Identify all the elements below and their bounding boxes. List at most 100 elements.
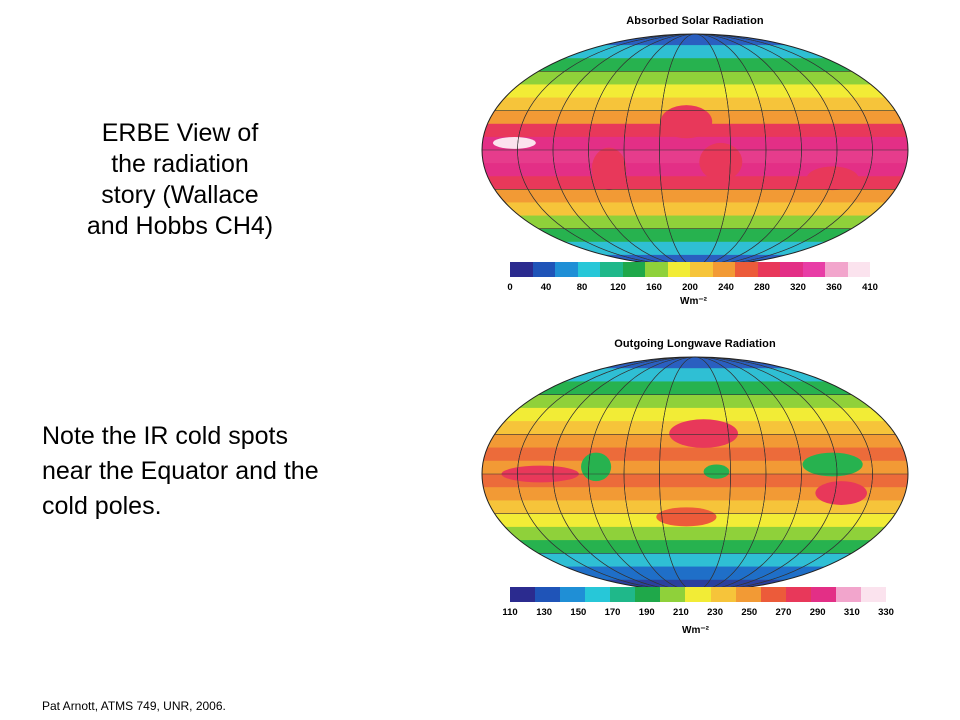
colorbar-swatch xyxy=(510,587,536,602)
latitude-band xyxy=(482,84,908,99)
colorbar-tick-label: 130 xyxy=(536,607,553,618)
latitude-band xyxy=(482,176,908,191)
graticule-meridian xyxy=(623,357,767,591)
colorbar-tick-label: 240 xyxy=(718,282,734,293)
region-patch xyxy=(802,452,863,477)
slide-title: ERBE View of the radiation story (Wallac… xyxy=(30,118,330,242)
colorbar-swatch xyxy=(735,262,758,277)
map-title: Absorbed Solar Radiation xyxy=(626,15,764,27)
colorbar-tick-label: 0 xyxy=(507,282,513,293)
absorbed-solar-map xyxy=(480,32,910,268)
region-patch xyxy=(581,452,612,482)
colorbar-tick-label: 250 xyxy=(741,607,758,618)
graticule-meridian xyxy=(659,357,731,591)
colorbar-swatch xyxy=(780,262,803,277)
colorbar-swatch xyxy=(785,587,811,602)
latitude-band xyxy=(482,500,908,515)
latitude-band xyxy=(482,136,908,151)
colorbar-tick-label: 210 xyxy=(672,607,689,618)
colorbar-tick-label: 270 xyxy=(775,607,792,618)
latitude-band xyxy=(482,163,908,178)
colorbar xyxy=(510,587,886,602)
colorbar-tick-label: 230 xyxy=(707,607,724,618)
colorbar-swatch xyxy=(810,587,836,602)
region-patch xyxy=(591,147,627,191)
colorbar-tick-label: 360 xyxy=(826,282,842,293)
unit-label: Wm⁻² xyxy=(682,625,709,636)
colorbar-swatch xyxy=(585,587,611,602)
latitude-band xyxy=(482,202,908,217)
title-line: the radiation xyxy=(111,150,249,178)
unit-label: Wm⁻² xyxy=(680,296,707,307)
colorbar-tick-label: 170 xyxy=(604,607,621,618)
colorbar-swatch xyxy=(710,587,736,602)
colorbar-swatch xyxy=(760,587,786,602)
colorbar-swatch xyxy=(622,262,645,277)
colorbar-tick-label: 200 xyxy=(682,282,698,293)
region-patch xyxy=(699,142,743,181)
region-patch xyxy=(815,481,867,505)
latitude-band xyxy=(482,553,908,568)
colorbar-tick-label: 330 xyxy=(878,607,894,618)
colorbar-tick-label: 110 xyxy=(502,607,518,618)
latitude-band xyxy=(482,215,908,230)
graticule-meridian xyxy=(517,34,873,266)
latitude-band xyxy=(482,58,908,73)
colorbar-swatch xyxy=(685,587,711,602)
latitude-band xyxy=(482,487,908,502)
latitude-band xyxy=(482,71,908,86)
colorbar-swatch xyxy=(847,262,870,277)
colorbar-swatch xyxy=(635,587,661,602)
colorbar-swatch xyxy=(690,262,713,277)
region-patch xyxy=(656,507,717,527)
outgoing-longwave-panel: Outgoing Longwave Radiation 110 130 150 170… xyxy=(470,335,920,645)
colorbar-swatch xyxy=(860,587,886,602)
region-patch xyxy=(492,137,536,149)
colorbar-tick-label: 120 xyxy=(610,282,626,293)
colorbar-tick-label: 150 xyxy=(570,607,587,618)
latitude-band xyxy=(482,381,908,396)
region-patch xyxy=(669,419,738,448)
region-patch xyxy=(660,105,713,139)
colorbar-swatch xyxy=(802,262,825,277)
colorbar-tick-label: 290 xyxy=(809,607,826,618)
colorbar-swatch xyxy=(577,262,600,277)
latitude-band xyxy=(482,189,908,204)
graticule-meridian xyxy=(588,34,802,266)
latitude-band xyxy=(482,368,908,383)
colorbar-tick-label: 310 xyxy=(843,607,860,618)
colorbar-tick-label: 320 xyxy=(790,282,806,293)
title-line: ERBE View of xyxy=(101,119,259,147)
colorbar-swatch xyxy=(555,262,578,277)
colorbar-tick-label: 190 xyxy=(638,607,655,618)
colorbar-tick-label: 80 xyxy=(576,282,588,293)
latitude-band xyxy=(482,540,908,555)
outgoing-longwave-map xyxy=(480,355,910,593)
latitude-band xyxy=(482,228,908,243)
colorbar-swatch xyxy=(600,262,623,277)
colorbar-swatch xyxy=(757,262,780,277)
colorbar-tick-label: 410 xyxy=(862,282,878,293)
credit-footer: Pat Arnott, ATMS 749, UNR, 2006. xyxy=(42,699,226,713)
note-text: Note the IR cold spots near the Equator … xyxy=(42,419,422,524)
graticule-meridian xyxy=(588,357,802,591)
note-line: Note the IR cold spots xyxy=(42,422,288,450)
colorbar-swatch xyxy=(560,587,586,602)
title-line: and Hobbs CH4) xyxy=(86,212,274,240)
graticule-meridian xyxy=(552,34,838,266)
colorbar-tick-label: 40 xyxy=(540,282,552,293)
graticule-meridian xyxy=(552,357,838,591)
latitude-band xyxy=(482,97,908,112)
latitude-band xyxy=(482,150,908,165)
graticule-meridian xyxy=(623,34,767,266)
colorbar-swatch xyxy=(535,587,561,602)
colorbar-swatch xyxy=(660,587,686,602)
colorbar-swatch xyxy=(835,587,861,602)
absorbed-solar-panel: Absorbed Solar Radiation 0 40 80 120 160 200 2… xyxy=(470,12,920,312)
region-patch xyxy=(703,464,730,479)
graticule-meridian xyxy=(517,357,873,591)
latitude-band xyxy=(482,45,908,60)
latitude-band xyxy=(482,407,908,423)
latitude-band xyxy=(482,254,908,266)
colorbar-swatch xyxy=(825,262,848,277)
